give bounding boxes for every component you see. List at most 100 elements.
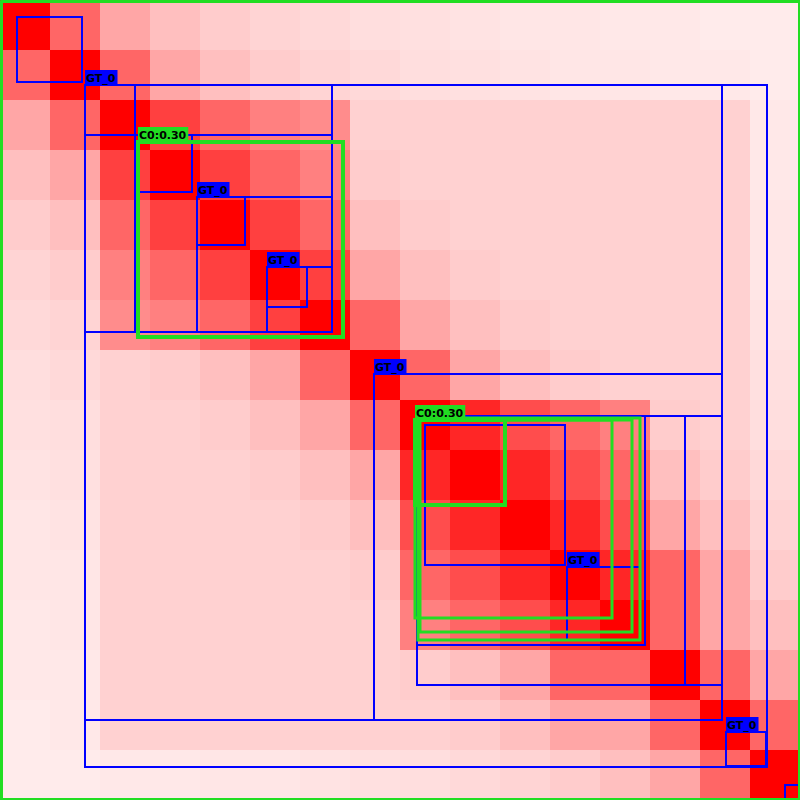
heat-cell bbox=[150, 700, 201, 751]
heat-cell bbox=[400, 600, 451, 651]
heat-cell bbox=[350, 550, 401, 601]
axis-line bbox=[1, 798, 800, 800]
heat-cell bbox=[150, 750, 201, 800]
heat-cell bbox=[150, 0, 201, 51]
heat-cell bbox=[150, 550, 201, 601]
heat-cell bbox=[250, 750, 301, 800]
heat-cell bbox=[600, 250, 651, 301]
heat-cell bbox=[700, 650, 751, 701]
cells bbox=[0, 0, 800, 800]
box bbox=[785, 785, 800, 800]
axis-line bbox=[0, 1, 3, 800]
heat-cell bbox=[600, 750, 651, 800]
heat-cell bbox=[650, 600, 701, 651]
heat-cell bbox=[200, 400, 251, 451]
heat-cell bbox=[400, 750, 451, 800]
heat-cell bbox=[750, 400, 800, 451]
heat-cell bbox=[150, 400, 201, 451]
heat-cell bbox=[550, 200, 601, 251]
heat-cell bbox=[0, 550, 51, 601]
box bbox=[418, 418, 640, 640]
heat-cell bbox=[50, 550, 101, 601]
heat-cell bbox=[350, 200, 401, 251]
box bbox=[197, 197, 245, 245]
heat-cell bbox=[650, 750, 701, 800]
heat-cell bbox=[300, 450, 351, 501]
heat-cell bbox=[550, 250, 601, 301]
heat-cell bbox=[50, 400, 101, 451]
box-label: GT_0 bbox=[267, 252, 300, 268]
heat-cell bbox=[400, 100, 451, 151]
heat-cell bbox=[400, 650, 451, 701]
heat-cell bbox=[650, 450, 701, 501]
axis-line bbox=[798, 1, 800, 800]
heat-cell bbox=[450, 250, 501, 301]
box bbox=[567, 567, 640, 640]
heat-cell bbox=[250, 200, 301, 251]
heat-cell bbox=[650, 0, 701, 51]
heat-cell bbox=[700, 0, 751, 51]
heat-cell bbox=[300, 550, 351, 601]
heat-cell bbox=[550, 300, 601, 351]
heat-cell bbox=[0, 650, 51, 701]
heat-cell bbox=[650, 100, 701, 151]
heat-cell bbox=[600, 350, 651, 401]
box bbox=[415, 420, 612, 618]
heat-cell bbox=[0, 450, 51, 501]
heat-cell bbox=[700, 100, 751, 151]
heat-cell bbox=[750, 500, 800, 551]
heat-cell bbox=[350, 500, 401, 551]
heat-cell bbox=[450, 700, 501, 751]
heat-cell bbox=[450, 300, 501, 351]
heat-cell bbox=[50, 750, 101, 800]
heat-cell bbox=[550, 0, 601, 51]
heat-cell bbox=[50, 600, 101, 651]
heat-cell bbox=[350, 100, 401, 151]
heat-cell bbox=[750, 550, 800, 601]
heat-cell bbox=[200, 750, 251, 800]
boxes bbox=[17, 17, 800, 800]
heat-cell bbox=[750, 50, 800, 101]
label-background bbox=[726, 717, 759, 733]
heat-cell bbox=[300, 500, 351, 551]
heat-cell bbox=[400, 50, 451, 101]
label-text: GT_0 bbox=[86, 72, 116, 85]
heat-cell bbox=[750, 0, 800, 51]
heat-cell bbox=[200, 50, 251, 101]
heat-cell bbox=[400, 200, 451, 251]
heat-cell bbox=[150, 200, 201, 251]
box bbox=[417, 416, 722, 685]
heat-cell bbox=[650, 50, 701, 101]
heat-cell bbox=[500, 250, 551, 301]
heat-cell bbox=[750, 150, 800, 201]
heat-cell bbox=[750, 300, 800, 351]
label-background bbox=[197, 182, 230, 198]
heat-cell bbox=[150, 450, 201, 501]
heat-cell bbox=[150, 600, 201, 651]
heat-cell bbox=[100, 750, 151, 800]
heat-cell bbox=[350, 650, 401, 701]
heat-cell bbox=[50, 350, 101, 401]
heat-cell bbox=[650, 150, 701, 201]
heat-cell bbox=[100, 550, 151, 601]
heat-cell bbox=[0, 200, 51, 251]
heat-cell bbox=[750, 600, 800, 651]
heat-cell bbox=[450, 600, 501, 651]
heat-cell bbox=[200, 500, 251, 551]
heat-cell bbox=[500, 50, 551, 101]
heat-cell bbox=[600, 500, 651, 551]
heat-cell bbox=[550, 50, 601, 101]
heat-cell bbox=[300, 50, 351, 101]
heat-cell bbox=[150, 650, 201, 701]
heat-cell bbox=[100, 450, 151, 501]
heat-cell bbox=[250, 650, 301, 701]
y-axis bbox=[1, 1, 2, 800]
heat-cell bbox=[750, 650, 800, 701]
heat-cell bbox=[600, 450, 651, 501]
heat-cell bbox=[350, 700, 401, 751]
heat-cell bbox=[500, 600, 551, 651]
heat-cell bbox=[450, 450, 501, 501]
heat-cell bbox=[100, 300, 151, 351]
heat-cell bbox=[450, 750, 501, 800]
label-text: C0:0.30 bbox=[139, 129, 187, 142]
